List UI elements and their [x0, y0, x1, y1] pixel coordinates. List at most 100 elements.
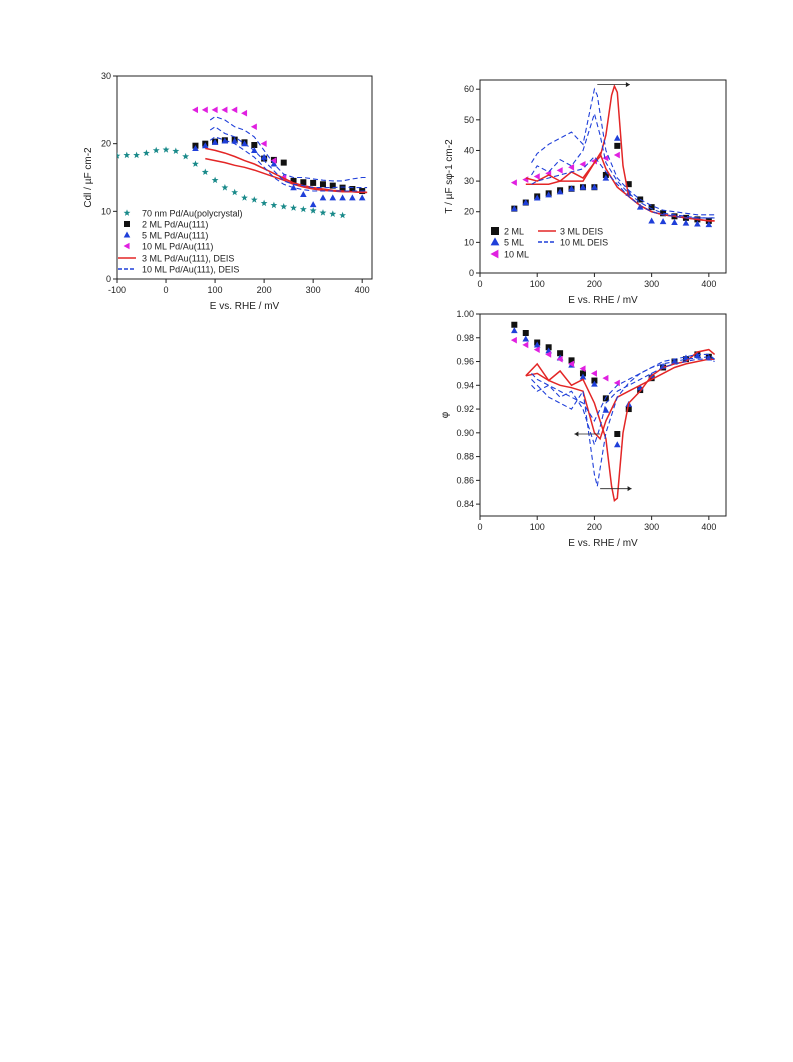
data-point: [522, 341, 529, 349]
y-tick-label: 30: [101, 71, 111, 81]
x-tick-label: 0: [164, 285, 169, 295]
data-point: [568, 360, 575, 368]
data-point: [349, 194, 356, 201]
data-point: [192, 106, 199, 114]
data-point: [590, 157, 597, 165]
y-tick-label: 0.96: [456, 357, 474, 367]
data-point: [614, 431, 621, 438]
y-axis-label: Cdl / µF cm-2: [83, 147, 94, 208]
y-tick-label: 0.98: [456, 333, 474, 343]
data-point: [231, 106, 238, 114]
data-point: [329, 194, 337, 201]
data-point: [290, 204, 297, 211]
x-tick-label: 300: [644, 522, 659, 532]
data-point: [280, 159, 287, 166]
legend-marker: [123, 242, 130, 250]
x-tick-label: 100: [530, 522, 545, 532]
plot-area: [510, 82, 715, 228]
data-point: [579, 160, 586, 168]
data-point: [319, 209, 327, 216]
data-point: [556, 355, 563, 363]
series-line: [525, 84, 715, 222]
x-tick-label: 200: [587, 522, 602, 532]
series-line: [531, 87, 715, 216]
data-point: [329, 210, 337, 217]
data-point: [339, 194, 346, 201]
data-point: [260, 153, 268, 160]
data-point: [602, 374, 609, 382]
y-tick-label: 0.86: [456, 475, 474, 485]
x-axis-label: E vs. RHE / mV: [568, 538, 638, 549]
y-tick-label: 0.92: [456, 404, 474, 414]
legend-marker: [123, 209, 131, 216]
data-point: [192, 160, 199, 167]
data-point: [231, 137, 238, 144]
y-tick-label: 20: [464, 207, 474, 217]
data-point: [579, 373, 587, 380]
y-tick-label: 40: [464, 145, 474, 155]
data-point: [533, 194, 541, 201]
data-point: [133, 151, 140, 159]
data-point: [221, 184, 229, 191]
data-point: [260, 140, 267, 147]
series-line: [525, 151, 715, 222]
legend-marker: [491, 227, 499, 235]
data-point: [511, 205, 518, 212]
data-point: [522, 330, 529, 337]
data-point: [705, 221, 713, 228]
data-point: [613, 151, 620, 159]
data-point: [614, 134, 621, 141]
data-point: [579, 370, 586, 377]
series-line: [531, 155, 715, 219]
legend-label: 10 ML Pd/Au(111): [142, 242, 213, 252]
y-tick-label: 50: [464, 115, 474, 125]
legend-label: 10 ML: [504, 250, 529, 260]
data-point: [648, 204, 655, 211]
y-tick-label: 0: [469, 268, 474, 278]
data-point: [533, 341, 541, 348]
data-point: [152, 146, 160, 154]
data-point: [300, 179, 307, 186]
data-point: [358, 194, 366, 201]
data-point: [280, 203, 288, 210]
legend-label: 10 ML Pd/Au(111), DEIS: [142, 265, 239, 275]
data-point: [511, 321, 518, 328]
data-point: [579, 183, 587, 190]
data-point: [143, 149, 150, 157]
data-point: [545, 191, 552, 198]
y-tick-label: 20: [101, 139, 111, 149]
data-point: [309, 207, 317, 214]
data-point: [241, 194, 248, 201]
legend-label: 5 ML: [504, 238, 524, 248]
data-point: [613, 379, 620, 387]
y-tick-label: 60: [464, 84, 474, 94]
data-point: [591, 183, 598, 190]
x-tick-label: 0: [477, 522, 482, 532]
plot-frame: [479, 313, 727, 517]
data-point: [545, 351, 552, 358]
data-point: [319, 181, 326, 188]
data-point: [300, 190, 307, 197]
data-point: [648, 217, 655, 224]
series-line: [525, 348, 716, 502]
arrow-head: [625, 82, 630, 88]
data-point: [201, 106, 208, 114]
data-point: [162, 146, 170, 153]
series-line: [209, 115, 368, 182]
y-tick-label: 0: [106, 274, 111, 284]
data-point: [123, 151, 131, 159]
y-tick-label: 0.88: [456, 452, 474, 462]
data-point: [319, 194, 327, 201]
x-tick-label: 200: [587, 279, 602, 289]
data-point: [201, 142, 209, 149]
y-tick-label: 1.00: [456, 309, 474, 319]
data-point: [260, 199, 268, 207]
data-point: [614, 441, 621, 448]
data-point: [270, 157, 277, 164]
arrow-head: [627, 486, 632, 492]
y-axis-label: φ: [440, 411, 451, 418]
data-point: [568, 185, 575, 192]
data-point: [682, 219, 690, 226]
data-point: [533, 173, 540, 180]
